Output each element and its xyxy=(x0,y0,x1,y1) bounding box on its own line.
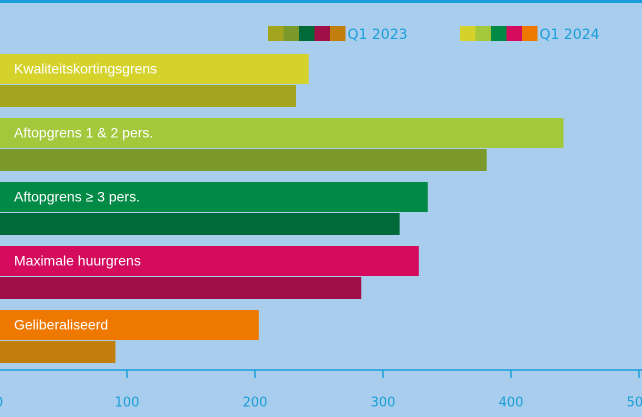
bar xyxy=(0,341,116,363)
legend-swatch xyxy=(491,26,507,41)
legend-label: Q1 2023 xyxy=(348,27,408,43)
category-label: Kwaliteitskortingsgrens xyxy=(14,61,157,77)
legend-swatch xyxy=(283,26,299,41)
x-tick-label: 500 xyxy=(627,396,642,411)
category-label: Aftopgrens 1 & 2 pers. xyxy=(14,125,153,141)
x-tick-label: 0 xyxy=(0,396,3,411)
bar xyxy=(0,118,564,148)
x-tick-label: 100 xyxy=(115,396,140,411)
bar xyxy=(0,213,400,235)
bar xyxy=(0,85,296,107)
bar xyxy=(0,246,419,276)
legend-swatch xyxy=(522,26,538,41)
legend-swatch xyxy=(299,26,315,41)
category-label: Maximale huurgrens xyxy=(14,253,141,269)
x-tick-label: 300 xyxy=(371,396,396,411)
bar xyxy=(0,54,309,84)
category-label: Aftopgrens ≥ 3 pers. xyxy=(14,189,140,205)
category-label: Geliberaliseerd xyxy=(14,317,108,333)
legend-swatch xyxy=(314,26,330,41)
top-border xyxy=(0,0,642,3)
legend-swatch xyxy=(475,26,491,41)
bar xyxy=(0,149,487,171)
x-tick-label: 400 xyxy=(499,396,524,411)
bar xyxy=(0,277,362,299)
legend-swatch xyxy=(330,26,346,41)
legend-swatch xyxy=(506,26,522,41)
legend-swatch xyxy=(460,26,476,41)
bar xyxy=(0,310,259,340)
legend-label: Q1 2024 xyxy=(540,27,600,43)
x-tick-label: 200 xyxy=(243,396,268,411)
bar xyxy=(0,182,428,212)
legend-swatch xyxy=(268,26,284,41)
